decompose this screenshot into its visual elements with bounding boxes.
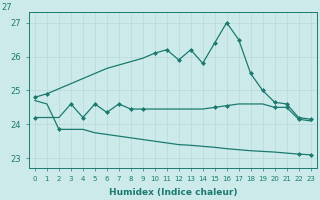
X-axis label: Humidex (Indice chaleur): Humidex (Indice chaleur) xyxy=(108,188,237,197)
Text: 27: 27 xyxy=(1,3,12,12)
